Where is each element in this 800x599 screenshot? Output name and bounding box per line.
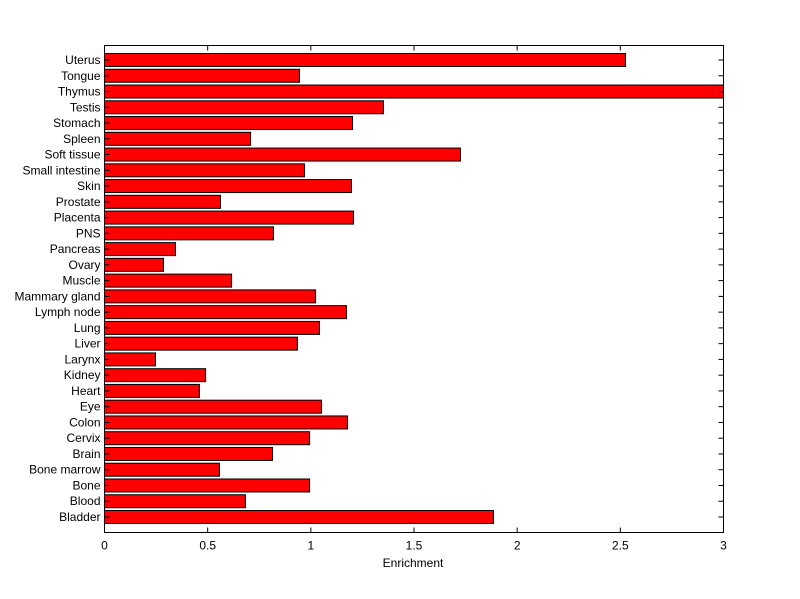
y-tick-label: Small intestine <box>22 163 100 177</box>
x-tick-label: 1.5 <box>406 539 423 553</box>
y-tick-label: Liver <box>74 337 100 351</box>
bar-lung <box>104 320 320 335</box>
x-axis-label: Enrichment <box>383 556 444 570</box>
y-tick-label: Muscle <box>62 274 100 288</box>
bar-mammary-gland <box>104 289 317 304</box>
y-tick-label: Brain <box>72 447 100 461</box>
bar-testis <box>104 100 384 115</box>
bar-bone-marrow <box>104 462 220 477</box>
bar-larynx <box>104 352 156 367</box>
x-tick-label: 2 <box>514 539 521 553</box>
x-tick-label: 3 <box>720 539 727 553</box>
x-tick-label: 0 <box>101 539 108 553</box>
y-tick-label: Skin <box>77 179 100 193</box>
bar-muscle <box>104 273 233 288</box>
y-tick-label: Thymus <box>58 85 101 99</box>
y-tick-label: Mammary gland <box>14 289 100 303</box>
bar-heart <box>104 383 200 398</box>
bar-tongue <box>104 68 300 83</box>
bar-cervix <box>104 431 311 446</box>
y-tick-label: Bladder <box>59 510 100 524</box>
y-tick-label: Prostate <box>56 195 101 209</box>
bar-blood <box>104 494 246 509</box>
bar-small-intestine <box>104 163 305 178</box>
bar-colon <box>104 415 349 430</box>
bar-uterus <box>104 53 626 67</box>
y-tick-label: Stomach <box>53 116 100 130</box>
bar-pns <box>104 226 274 241</box>
y-tick-label: Lung <box>74 321 101 335</box>
y-tick-label: Pancreas <box>50 242 101 256</box>
bar-placenta <box>104 210 355 225</box>
bar-soft-tissue <box>104 147 461 162</box>
y-tick-label: Uterus <box>65 53 100 67</box>
y-tick-label: Larynx <box>64 352 100 366</box>
bar-bone <box>104 478 311 493</box>
y-tick-label: Lymph node <box>35 305 101 319</box>
axes-box <box>104 45 724 533</box>
bar-ovary <box>104 257 165 272</box>
y-tick-label: Heart <box>71 384 101 398</box>
y-tick-label: Eye <box>80 400 101 414</box>
y-tick-label: Ovary <box>68 258 100 272</box>
y-tick-label: Tongue <box>61 69 101 83</box>
bar-skin <box>104 179 352 194</box>
y-tick-label: Colon <box>69 415 100 429</box>
x-tick-label: 2.5 <box>612 539 629 553</box>
x-tick-label: 0.5 <box>199 539 216 553</box>
y-tick-label: Kidney <box>64 368 101 382</box>
y-tick-label: Placenta <box>54 211 101 225</box>
y-tick-label: Bone <box>72 478 100 492</box>
bar-stomach <box>104 116 354 131</box>
bar-bladder <box>104 510 494 524</box>
bar-spleen <box>104 131 252 146</box>
bar-liver <box>104 336 298 351</box>
y-tick-label: Testis <box>70 100 101 114</box>
y-tick-label: Blood <box>70 494 101 508</box>
bar-pancreas <box>104 242 176 257</box>
x-tick-label: 1 <box>307 539 314 553</box>
y-tick-label: Soft tissue <box>44 148 100 162</box>
bar-prostate <box>104 194 221 209</box>
y-tick-label: Bone marrow <box>29 463 101 477</box>
bar-brain <box>104 446 273 461</box>
bar-lymph-node <box>104 305 348 320</box>
bar-thymus <box>104 84 724 99</box>
bar-kidney <box>104 368 207 383</box>
y-tick-label: PNS <box>76 226 101 240</box>
y-tick-label: Cervix <box>66 431 100 445</box>
y-tick-label: Spleen <box>63 132 100 146</box>
bar-eye <box>104 399 323 414</box>
